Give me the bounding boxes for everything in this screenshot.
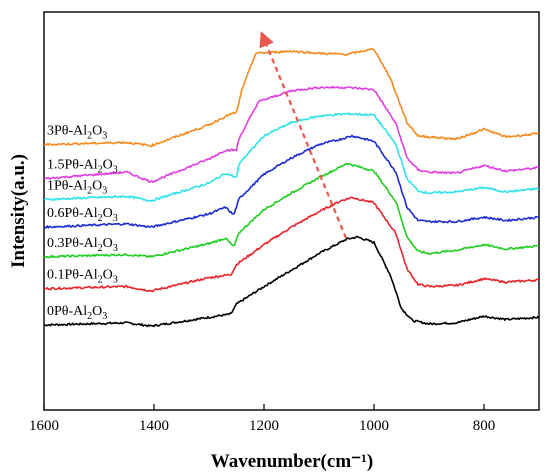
series-label: 0.6Pθ-Al2O3 xyxy=(47,206,118,224)
series-line xyxy=(43,112,540,202)
series-line xyxy=(43,162,540,259)
series-label: 3Pθ-Al2O3 xyxy=(47,124,107,142)
x-tick-label: 1000 xyxy=(359,418,389,434)
y-axis-title: Intensity(a.u.) xyxy=(8,154,29,268)
series-line xyxy=(43,134,540,229)
x-tick-label: 1600 xyxy=(29,418,59,434)
series-group xyxy=(43,47,540,328)
series-label: 1.5Pθ-Al2O3 xyxy=(47,158,118,176)
x-tick-label: 1400 xyxy=(139,418,169,434)
series-line xyxy=(43,235,540,328)
series-label: 0Pθ-Al2O3 xyxy=(47,304,107,322)
series-label: 1Pθ-Al2O3 xyxy=(47,179,107,197)
series-line xyxy=(43,85,540,184)
peak-shift-arrow xyxy=(259,31,348,239)
x-tick-label: 1200 xyxy=(249,418,279,434)
plot-frame xyxy=(43,11,540,411)
series-labels: 0Pθ-Al2O3 0.1Pθ-Al2O3 0.3Pθ-Al2O3 0.6Pθ-Al2… xyxy=(47,124,118,322)
series-line xyxy=(43,47,540,148)
x-tick-label: 800 xyxy=(473,418,496,434)
x-axis-ticks: 1600 1400 1200 1000 800 xyxy=(29,404,495,434)
series-label: 0.3Pθ-Al2O3 xyxy=(47,236,118,254)
x-axis-title: Wavenumber(cm⁻¹) xyxy=(211,451,373,472)
series-line xyxy=(43,196,540,293)
series-label: 0.1Pθ-Al2O3 xyxy=(47,268,118,286)
